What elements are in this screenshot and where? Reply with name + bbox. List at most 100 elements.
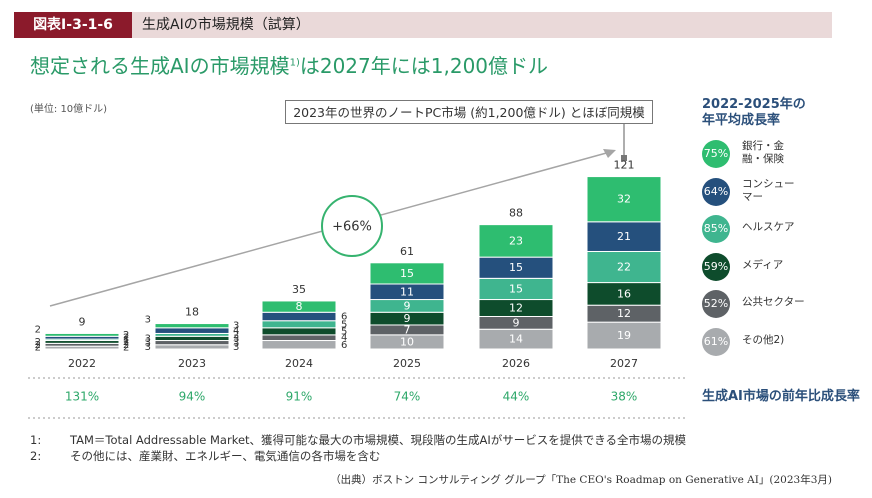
footnote-1: 1: TAM＝Total Addressable Market、獲得可能な最大の市… <box>30 432 686 448</box>
data-label: 3 <box>145 342 151 353</box>
data-label: 4 <box>233 326 239 337</box>
data-label: 1 <box>123 335 129 346</box>
total-label: 18 <box>185 306 199 319</box>
bar-segment <box>154 327 230 334</box>
bar-segment <box>478 224 554 258</box>
bar-segment <box>261 311 337 322</box>
bar-segment <box>369 262 445 285</box>
data-label: 5 <box>341 319 347 330</box>
trend-arrowhead <box>603 149 616 158</box>
data-label: 21 <box>617 230 631 243</box>
cagr-label: メディア <box>742 259 784 271</box>
data-label: 15 <box>509 261 523 274</box>
bar-segment <box>586 321 662 350</box>
data-label: 11 <box>400 285 414 298</box>
cagr-label: ヘルスケア <box>742 221 795 233</box>
yoy-value: 131% <box>65 390 99 404</box>
data-label: 12 <box>509 302 523 315</box>
category-label: 2026 <box>502 357 530 370</box>
data-label: 12 <box>617 307 631 320</box>
category-label: 2022 <box>68 357 96 370</box>
cagr-rate-badge: 75% <box>702 140 730 168</box>
data-label: 5 <box>341 326 347 337</box>
data-label: 2 <box>233 330 239 341</box>
cagr-rate-badge: 52% <box>702 290 730 318</box>
cagr-label: 銀行・金融・保険 <box>742 140 784 165</box>
data-label: 2 <box>123 330 129 341</box>
data-label: 9 <box>513 316 520 329</box>
cagr-label: コンシューマー <box>742 178 795 203</box>
data-label: 9 <box>404 312 411 325</box>
growth-bubble-label: +66% <box>332 220 372 235</box>
yoy-value: 91% <box>286 390 313 404</box>
callout-pointer-end <box>621 155 627 161</box>
data-label: 6 <box>341 340 347 351</box>
callout-box: 2023年の世界のノートPC市場 (約1,200億ドル) とほぼ同規模 <box>285 100 653 124</box>
headline: 想定される生成AIの市場規模1)は2027年には1,200億ドル <box>30 50 548 79</box>
unit-label: (単位: 10億ドル) <box>30 104 108 115</box>
data-label: 9 <box>404 299 411 312</box>
category-label: 2025 <box>393 357 421 370</box>
cagr-title: 2022-2025年の年平均成長率 <box>702 97 806 128</box>
total-label: 61 <box>400 245 414 258</box>
figure-title: 生成AIの市場規模（試算） <box>142 17 310 33</box>
growth-bubble <box>321 195 383 257</box>
category-label: 2023 <box>178 357 206 370</box>
data-label: 2 <box>35 337 41 348</box>
data-label: 3 <box>233 321 239 332</box>
data-label: 2 <box>123 333 129 344</box>
data-label: 15 <box>400 267 414 280</box>
footnote-2: 2: その他には、産業財、エネルギー、電気通信の各市場を含む <box>30 448 380 464</box>
footnote-text: TAM＝Total Addressable Market、獲得可能な最大の市場規… <box>70 433 687 447</box>
bar-segment <box>261 320 337 329</box>
bar-segment <box>154 344 230 350</box>
data-label: 3 <box>145 338 151 349</box>
data-label: 2 <box>35 343 41 354</box>
figure-number: 図表Ⅰ-3-1-6 <box>14 12 132 38</box>
yoy-value: 44% <box>503 390 530 404</box>
bar-segment <box>154 335 230 342</box>
data-label: 23 <box>509 234 523 247</box>
footnote-key: 1: <box>30 433 42 447</box>
headline-text: 想定される生成AIの市場規模 <box>30 54 290 78</box>
headline-rest: は2027年には1,200億ドル <box>299 54 549 78</box>
bar-segment <box>261 300 337 313</box>
data-label: 7 <box>404 323 411 336</box>
data-label: 3 <box>233 338 239 349</box>
bar-segment <box>261 340 337 350</box>
data-label: 3 <box>145 333 151 344</box>
data-label: 2 <box>123 340 129 351</box>
category-label: 2024 <box>285 357 313 370</box>
yoy-value: 94% <box>179 390 206 404</box>
data-label: 3 <box>233 342 239 353</box>
data-label: 15 <box>509 282 523 295</box>
cagr-label: その他2) <box>742 334 785 346</box>
total-label: 121 <box>614 159 635 172</box>
source-citation: （出典）ボストン コンサルティング グループ「The CEO's Roadmap… <box>330 474 832 486</box>
data-label: 32 <box>617 193 631 206</box>
bar-segment <box>586 250 662 284</box>
bar-segment <box>44 332 120 337</box>
data-label: 2 <box>123 337 129 348</box>
total-label: 9 <box>79 315 86 328</box>
yoy-value: 38% <box>611 390 638 404</box>
data-label: 4 <box>341 333 347 344</box>
yoy-value: 74% <box>394 390 421 404</box>
total-label: 35 <box>292 283 306 296</box>
headline-footnote-mark: 1) <box>289 57 300 69</box>
bar-segment <box>261 334 337 342</box>
data-label: 19 <box>617 329 631 342</box>
total-label: 88 <box>509 207 523 220</box>
data-label: 2 <box>123 343 129 354</box>
data-label: 2 <box>35 340 41 351</box>
data-label: 10 <box>400 335 414 348</box>
data-label: 14 <box>509 333 523 346</box>
bar-segment <box>154 340 230 346</box>
data-label: 6 <box>341 311 347 322</box>
figure-header: 図表Ⅰ-3-1-6 生成AIの市場規模（試算） <box>14 12 832 38</box>
cagr-label: 公共セクター <box>742 296 805 308</box>
footnote-key: 2: <box>30 449 42 463</box>
cagr-rate-badge: 59% <box>702 253 730 281</box>
cagr-rate-badge: 85% <box>702 215 730 243</box>
